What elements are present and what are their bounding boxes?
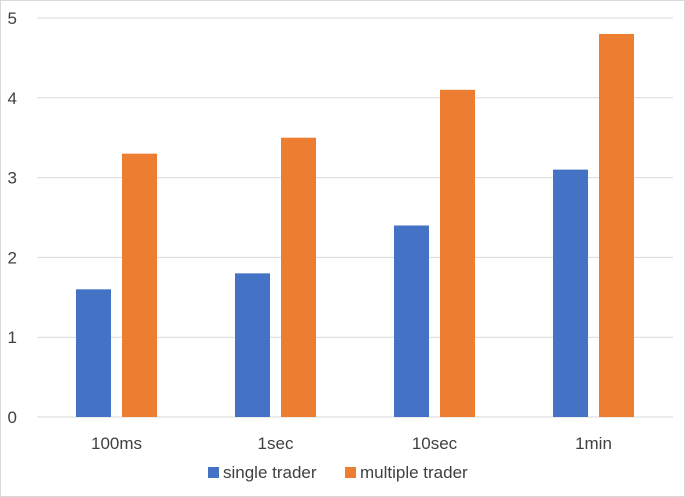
bar-multiple-trader-10sec [440,89,475,417]
legend: single trader multiple trader [208,463,468,482]
x-tick-label: 10sec [412,434,458,453]
bar-single-trader-10sec [394,225,429,417]
bar-single-trader-1sec [235,273,270,417]
legend-label: multiple trader [360,463,468,482]
y-tick-label: 2 [8,248,17,267]
y-tick-label: 5 [8,9,17,28]
bar-single-trader-1min [553,169,588,417]
x-tick-label: 100ms [91,434,142,453]
x-axis-ticks: 100ms 1sec 10sec 1min [91,434,612,453]
bar-single-trader-100ms [76,289,111,417]
bar-multiple-trader-1min [599,33,634,418]
y-axis-ticks: 0 1 2 3 4 5 [8,9,17,427]
legend-label: single trader [223,463,317,482]
legend-swatch [208,467,219,478]
legend-swatch [345,467,356,478]
y-tick-label: 4 [8,89,17,108]
x-tick-label: 1min [575,434,612,453]
y-tick-label: 3 [8,169,17,188]
bar-multiple-trader-1sec [281,137,316,417]
bar-multiple-trader-100ms [122,153,157,417]
y-tick-label: 0 [8,408,17,427]
bars [76,33,634,418]
x-tick-label: 1sec [258,434,294,453]
y-tick-label: 1 [8,328,17,347]
